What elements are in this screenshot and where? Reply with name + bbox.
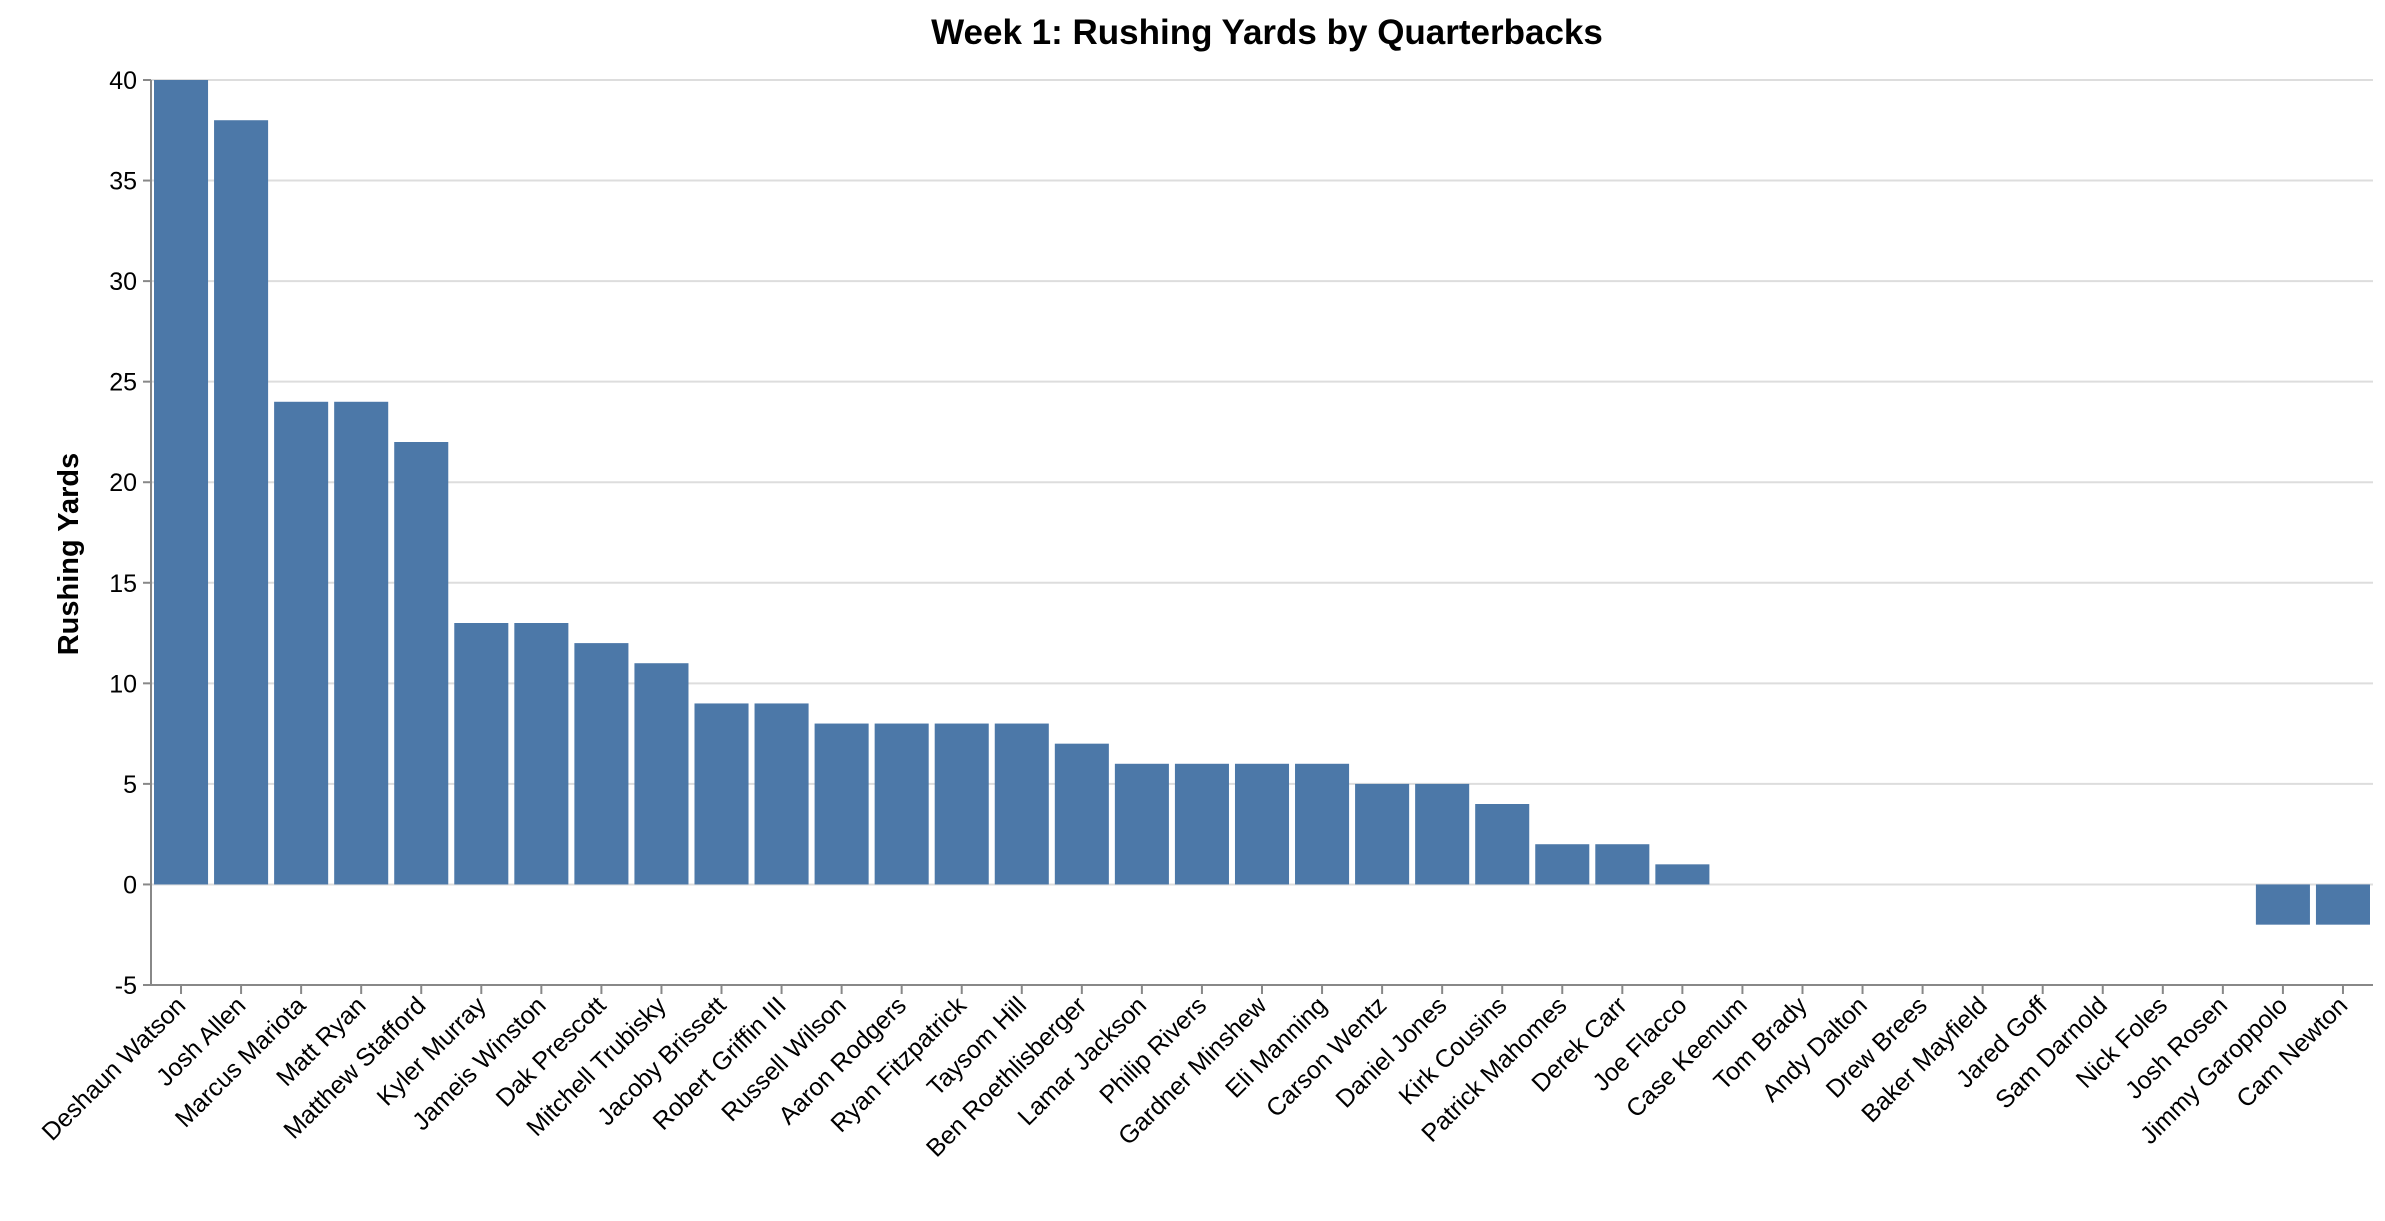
- chart-title: Week 1: Rushing Yards by Quarterbacks: [931, 13, 1603, 52]
- bar: [334, 401, 389, 885]
- bar: [274, 401, 329, 885]
- bar: [754, 703, 809, 885]
- y-tick-label: 40: [109, 67, 137, 95]
- bar: [934, 723, 989, 885]
- y-axis-title: Rushing Yards: [53, 453, 85, 656]
- bar: [694, 703, 749, 885]
- bar: [1475, 804, 1530, 885]
- bar: [2315, 884, 2370, 925]
- bar: [814, 723, 869, 885]
- bar: [874, 723, 929, 885]
- bar: [994, 723, 1049, 885]
- bar: [1114, 763, 1169, 885]
- bar: [1234, 763, 1290, 885]
- bar: [1595, 844, 1650, 885]
- bar: [1655, 864, 1710, 885]
- y-tick-label: 35: [109, 168, 137, 196]
- bar: [514, 623, 569, 885]
- bar: [1355, 783, 1410, 885]
- axes: [143, 79, 2373, 994]
- bar: [214, 120, 269, 885]
- bar: [394, 442, 449, 885]
- y-tick-label: 30: [109, 268, 137, 296]
- y-tick-label: 15: [109, 570, 137, 598]
- bar: [574, 643, 629, 885]
- y-tick-label: 0: [123, 871, 137, 899]
- bar: [154, 80, 209, 885]
- bar: [1415, 783, 1470, 885]
- bar: [1535, 844, 1590, 885]
- bar: [454, 623, 509, 885]
- y-tick-label: 20: [109, 469, 137, 497]
- bar: [1295, 763, 1350, 885]
- y-tick-label: 10: [109, 670, 137, 698]
- y-tick-label: -5: [115, 972, 137, 1000]
- bars: [154, 80, 2370, 925]
- bar: [634, 663, 689, 885]
- bar: [2255, 884, 2310, 925]
- y-tick-label: 5: [123, 771, 137, 799]
- bar: [1054, 743, 1109, 885]
- y-tick-label: 25: [109, 369, 137, 397]
- bar: [1174, 763, 1229, 885]
